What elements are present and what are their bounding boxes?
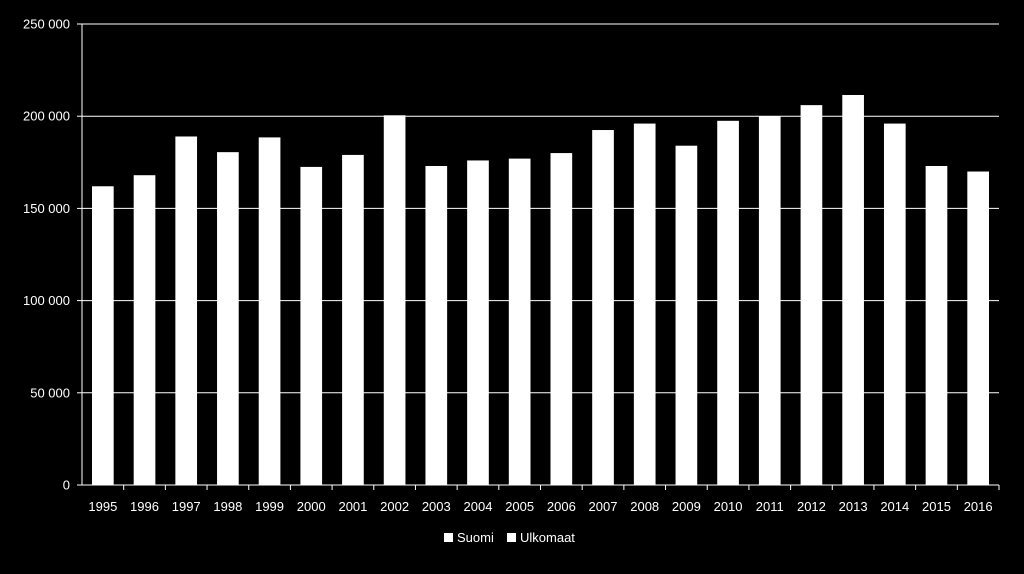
x-tick-label: 2003 [422,499,451,514]
bar-2012 [800,105,823,486]
bar-2013 [842,94,864,485]
legend-label: Suomi [457,530,494,545]
bar-2015 [925,165,948,485]
x-tick-label: 1999 [255,499,284,514]
legend-swatch [444,533,453,542]
legend: Suomi Ulkomaat [444,530,575,545]
bar-2003 [425,165,448,485]
y-tick-label: 250 000 [23,17,70,32]
bar-2006 [550,153,573,485]
bar-2008 [633,123,656,486]
y-tick-label: 100 000 [23,293,70,308]
axes [77,23,1000,490]
bar-1995 [92,186,114,485]
x-tick-label: 2002 [380,499,409,514]
x-tick-label: 2001 [338,499,367,514]
bar-2009 [675,145,698,486]
x-tick-label: 2006 [547,499,576,514]
y-tick-label: 0 [63,478,70,493]
legend-label: Ulkomaat [520,530,575,545]
x-tick-label: 2016 [964,499,993,514]
bars [92,94,989,486]
x-tick-label: 1996 [130,499,159,514]
x-tick-label: 1997 [172,499,201,514]
bar-2014 [883,123,906,486]
bar-2004 [467,160,489,485]
x-tick-label: 2010 [714,499,743,514]
bar-1998 [217,152,239,485]
x-tick-label: 2014 [880,499,909,514]
bar-2000 [300,166,323,485]
bar-2010 [717,120,739,485]
bar-2016 [967,171,989,485]
x-tick-label: 1995 [88,499,117,514]
y-tick-label: 50 000 [30,385,70,400]
x-tick-label: 2012 [797,499,826,514]
bar-2002 [383,115,406,485]
x-tick-label: 2008 [630,499,659,514]
x-tick-labels: 1995 1996 1997 1998 1999 2000 2001 2002 2003 2004… [88,499,992,514]
x-tick-label: 2007 [589,499,618,514]
x-tick-label: 2015 [922,499,951,514]
bar-2011 [758,116,781,485]
y-tick-labels: 0 50 000 100 000 150 000 200 000 250 000 [23,17,70,493]
legend-swatch [507,533,516,542]
x-tick-label: 1998 [213,499,242,514]
x-tick-label: 2009 [672,499,701,514]
x-tick-label: 2005 [505,499,534,514]
bar-1999 [258,137,281,485]
x-tick-label: 2011 [756,499,784,514]
x-tick-label: 2000 [297,499,326,514]
bar-2005 [508,158,531,485]
bar-2001 [342,154,364,485]
bar-1997 [175,136,198,485]
bar-2007 [592,130,614,485]
x-tick-label: 2013 [839,499,868,514]
y-tick-label: 150 000 [23,201,70,216]
y-tick-label: 200 000 [23,109,70,124]
x-tick-label: 2004 [464,499,493,514]
bar-1996 [133,175,156,485]
